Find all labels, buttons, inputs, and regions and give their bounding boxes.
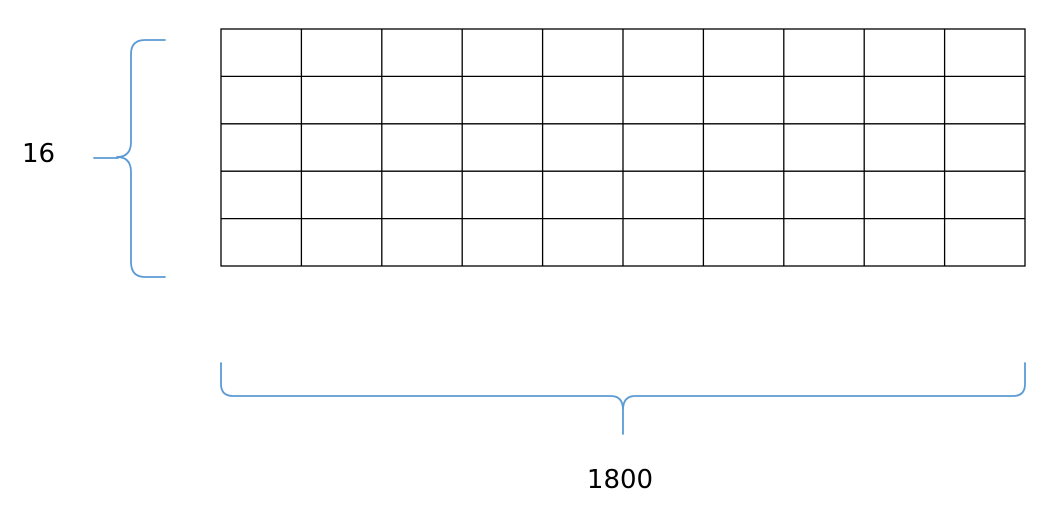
grid-table bbox=[220, 28, 1026, 267]
height-label: 16 bbox=[22, 139, 55, 169]
bottom-brace bbox=[220, 362, 1026, 435]
left-brace bbox=[116, 39, 166, 278]
grid-lines bbox=[221, 29, 1025, 266]
width-label: 1800 bbox=[587, 465, 653, 495]
